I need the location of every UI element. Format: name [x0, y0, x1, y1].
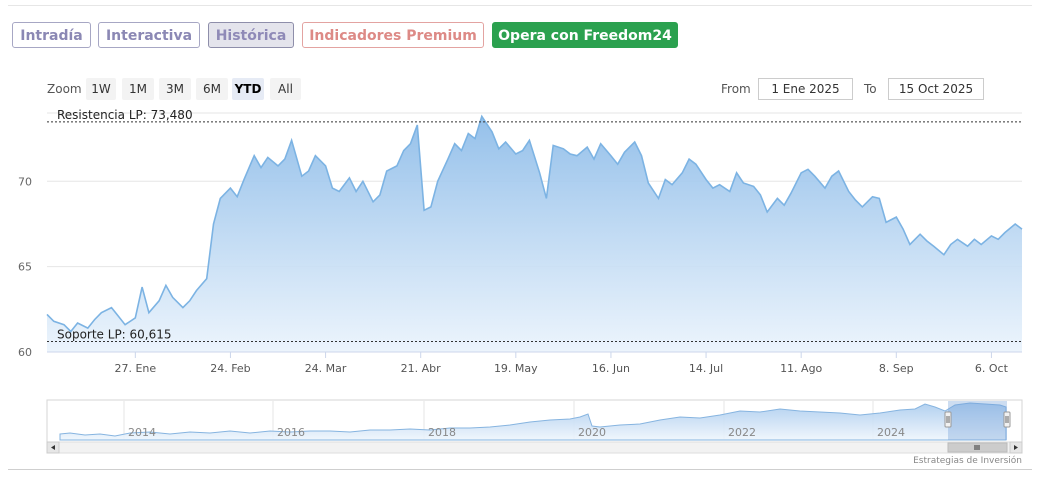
- y-axis-labels: 60 65 70: [18, 175, 32, 359]
- tab-indicadores-premium[interactable]: Indicadores Premium: [302, 22, 484, 48]
- navigator-left-handle[interactable]: [944, 411, 952, 428]
- x-tick-label: 16. Jun: [592, 362, 630, 375]
- tab-interactiva[interactable]: Interactiva: [98, 22, 200, 48]
- navigator-year-label: 2022: [728, 426, 756, 439]
- chart-credit: Estrategias de Inversión: [913, 456, 1022, 466]
- series-area: [47, 116, 1022, 353]
- x-axis-ticks: 27. Ene 24. Feb 24. Mar 21. Abr 19. May 16. J…: [114, 352, 1009, 375]
- reference-label: Soporte LP: 60,615: [57, 328, 172, 342]
- zoom-1m-button[interactable]: 1M: [122, 78, 154, 100]
- navigator-series: [59, 402, 1007, 441]
- navigator-year-label: 2020: [578, 426, 606, 439]
- x-tick-label: 19. May: [494, 362, 538, 375]
- reference-lines: Resistencia LP: 73,480 Soporte LP: 60,615: [47, 108, 1022, 343]
- to-date-input[interactable]: 15 Oct 2025: [888, 78, 984, 100]
- y-tick-label: 60: [18, 346, 32, 359]
- opera-freedom24-button[interactable]: Opera con Freedom24: [492, 22, 678, 48]
- arrow-right-icon: [1014, 445, 1018, 450]
- navigator-year-label: 2014: [128, 426, 156, 439]
- x-tick-label: 24. Feb: [210, 362, 250, 375]
- zoom-6m-button[interactable]: 6M: [196, 78, 228, 100]
- y-tick-label: 65: [18, 261, 32, 274]
- tab-intradia[interactable]: Intradía: [12, 22, 91, 48]
- tab-historica[interactable]: Histórica: [208, 22, 294, 48]
- x-tick-label: 27. Ene: [114, 362, 156, 375]
- navigator-year-label: 2024: [877, 426, 905, 439]
- zoom-all-button[interactable]: All: [270, 78, 301, 100]
- y-tick-label: 70: [18, 175, 32, 188]
- x-tick-label: 24. Mar: [305, 362, 347, 375]
- top-divider: [8, 5, 1032, 6]
- x-tick-label: 8. Sep: [879, 362, 914, 375]
- x-tick-label: 6. Oct: [975, 362, 1009, 375]
- scrollbar-track[interactable]: [46, 441, 1023, 454]
- navigator-year-label: 2016: [277, 426, 305, 439]
- x-tick-label: 14. Jul: [689, 362, 723, 375]
- navigator-selection[interactable]: [948, 401, 1007, 440]
- x-tick-label: 21. Abr: [401, 362, 441, 375]
- range-navigator[interactable]: 2014 2016 2018 2020 2022 2024: [46, 399, 1023, 454]
- navigator-year-labels: 2014 2016 2018 2020 2022 2024: [128, 426, 905, 439]
- arrow-left-icon: [51, 445, 55, 450]
- navigator-year-label: 2018: [428, 426, 456, 439]
- series-line: [46, 114, 1023, 333]
- zoom-1w-button[interactable]: 1W: [86, 78, 116, 100]
- navigator-right-handle[interactable]: [1003, 411, 1011, 428]
- zoom-ytd-button[interactable]: YTD: [232, 78, 264, 100]
- bottom-divider: [8, 469, 1032, 470]
- zoom-label: Zoom: [47, 82, 82, 96]
- x-tick-label: 11. Ago: [780, 362, 822, 375]
- zoom-3m-button[interactable]: 3M: [159, 78, 191, 100]
- to-label: To: [864, 82, 877, 96]
- from-date-input[interactable]: 1 Ene 2025: [758, 78, 853, 100]
- reference-label: Resistencia LP: 73,480: [57, 108, 193, 122]
- from-label: From: [721, 82, 751, 96]
